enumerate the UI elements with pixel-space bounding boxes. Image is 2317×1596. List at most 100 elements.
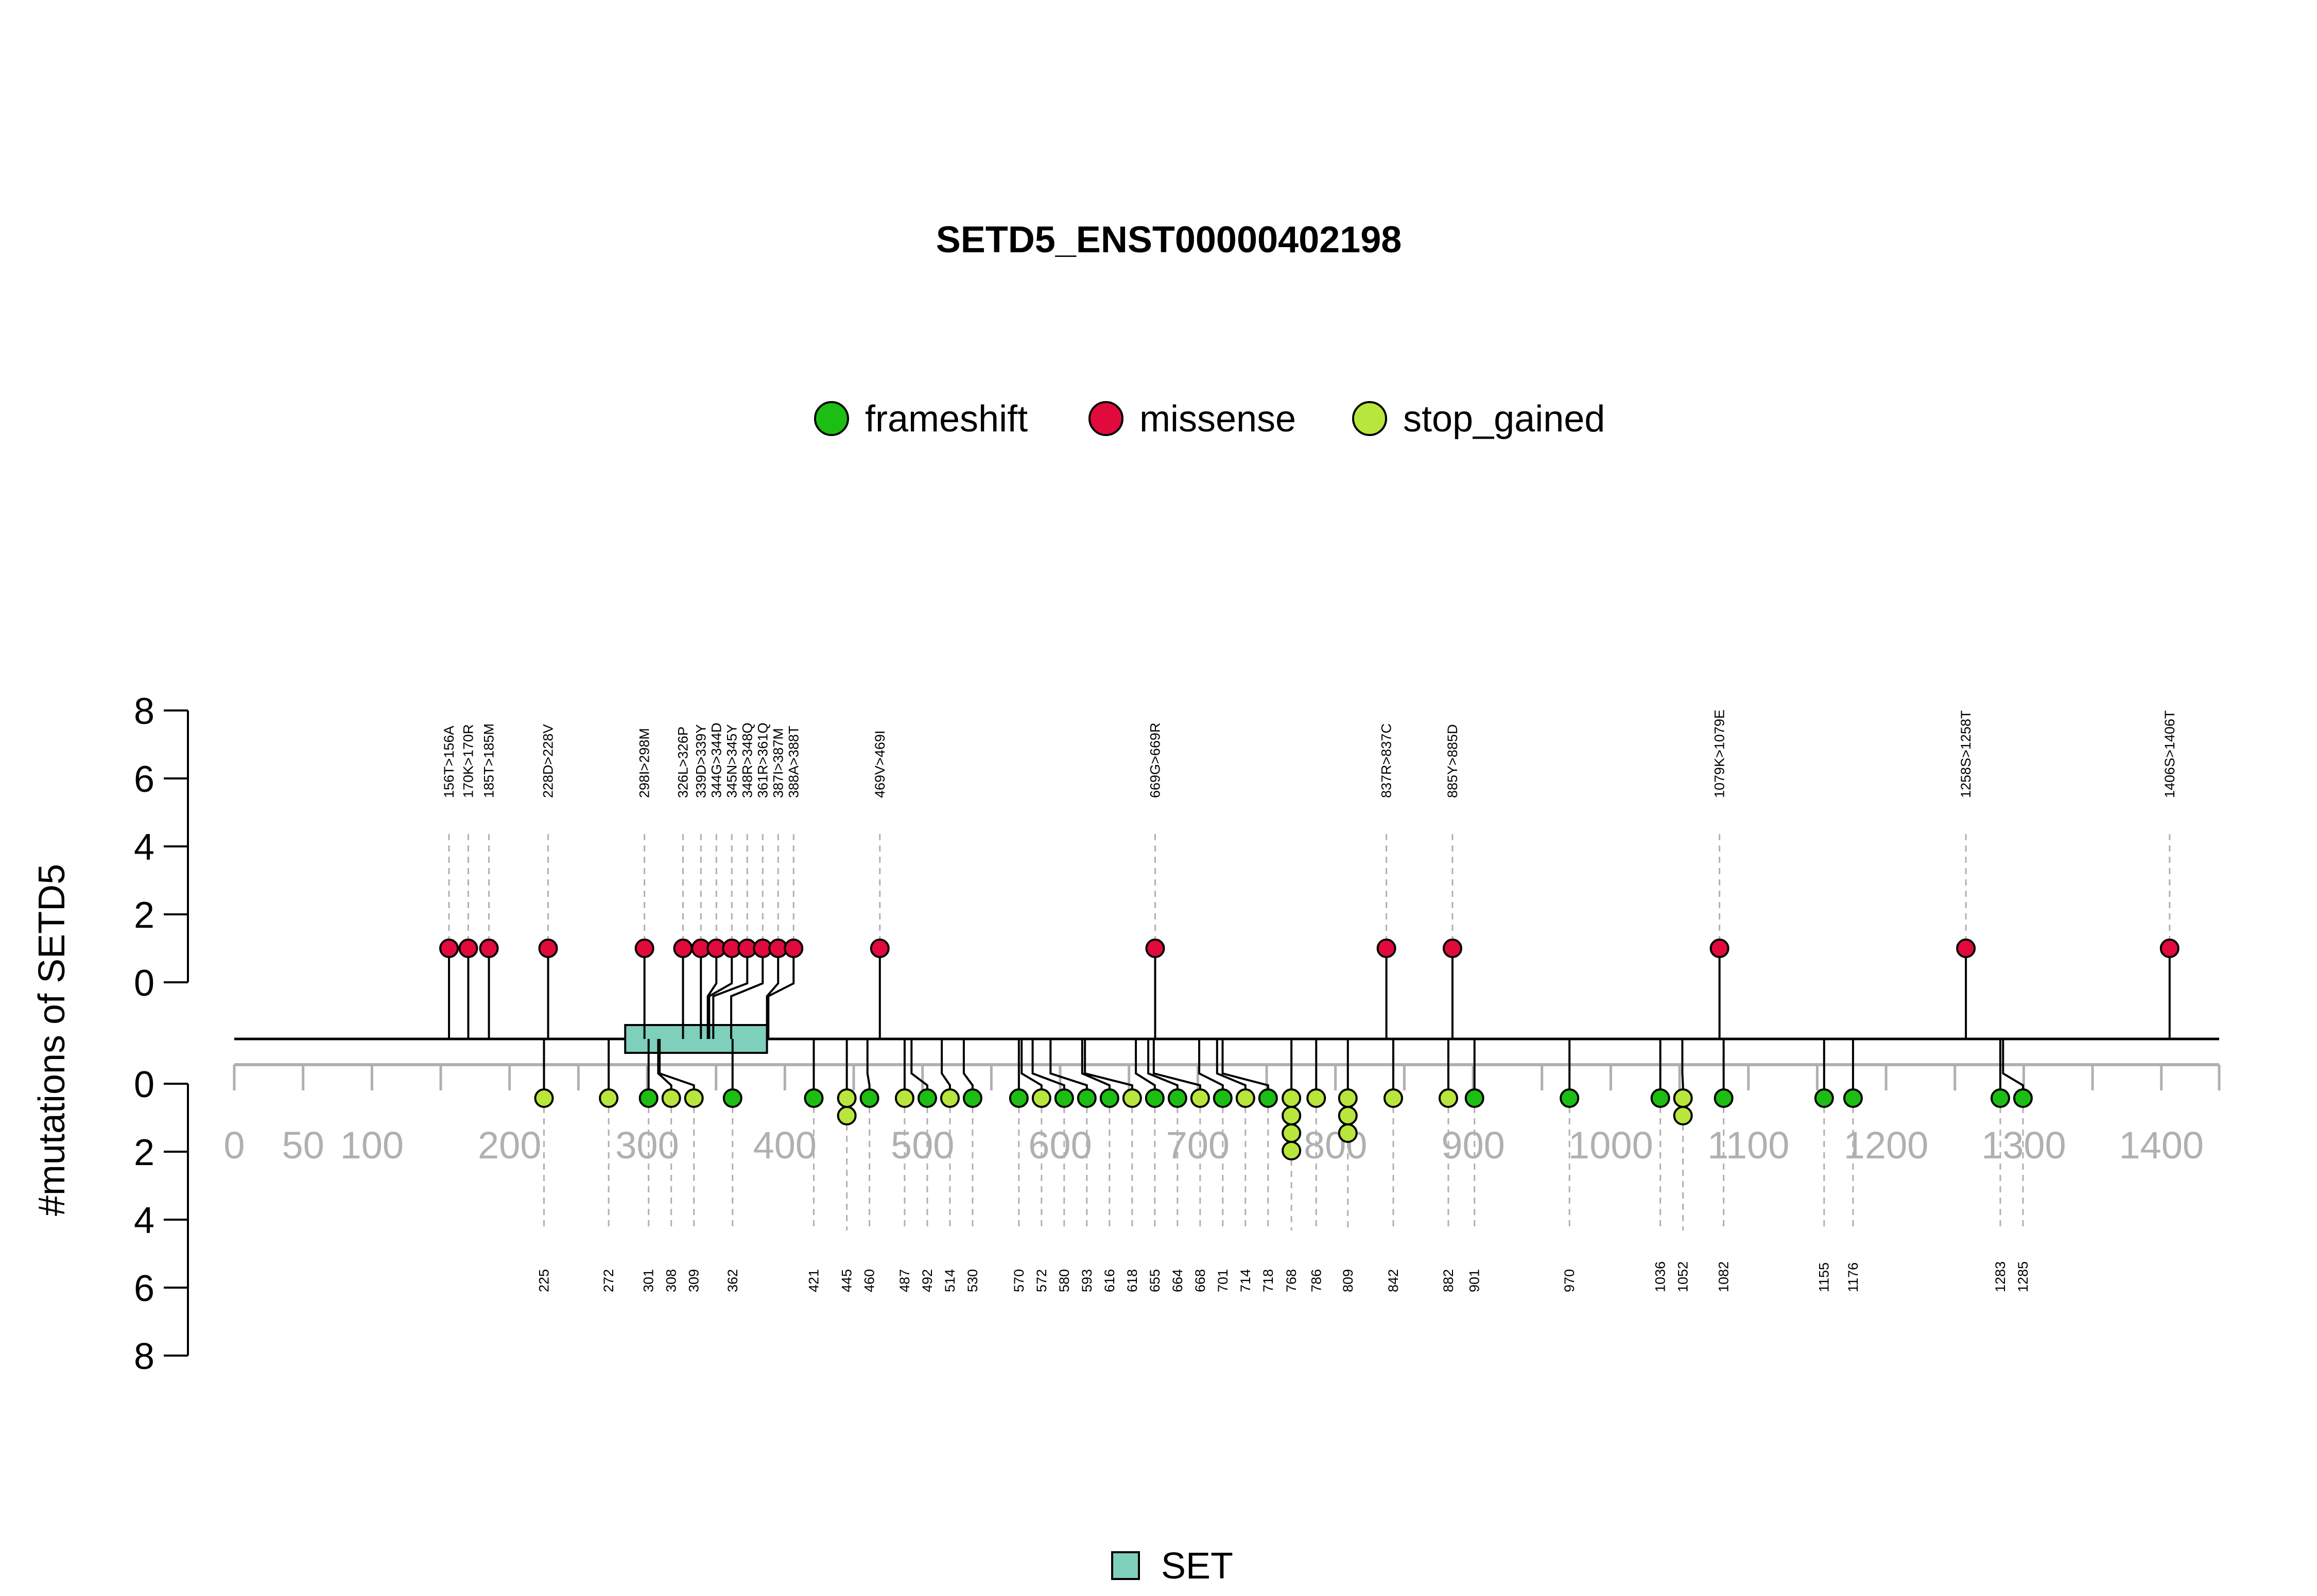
position-label-970: 970 [1562,1269,1577,1292]
mutation-point-514 [940,1088,960,1108]
mutation-point-156 [439,939,459,958]
mutation-point-492 [917,1088,937,1108]
y-tick-label: 4 [134,1200,154,1241]
mutation-label-387: 387I>387M [770,728,786,798]
mutation-point-170 [458,939,478,958]
mutation-point-570 [1009,1088,1029,1108]
domain-legend-swatch [1111,1551,1140,1580]
x-tick-label: 0 [223,1124,245,1167]
mutation-point-593 [1077,1088,1097,1108]
y-tick-label: 2 [134,895,154,936]
mutation-point-460 [859,1088,879,1108]
mutation-label-1258: 1258S>1258T [1958,710,1974,798]
position-label-1285: 1285 [2015,1261,2031,1292]
mutation-label-1079: 1079K>1079E [1712,709,1727,798]
mutation-point-1036 [1650,1088,1670,1108]
position-label-1082: 1082 [1716,1261,1732,1292]
y-tick-label: 6 [134,759,154,800]
x-tick-label: 700 [1166,1124,1230,1167]
x-tick-label: 1400 [2119,1124,2204,1167]
mutation-point-1052 [1673,1088,1693,1108]
position-label-487: 487 [897,1269,912,1292]
mutation-label-345: 345N>345Y [724,724,739,798]
mutation-label-156: 156T>156A [441,726,457,798]
x-tick-label: 50 [282,1124,324,1167]
mutation-point-809 [1338,1123,1358,1143]
mutation-point-768 [1282,1088,1302,1108]
chart-title: SETD5_ENST00000402198 [936,219,1402,261]
guide-lines [448,834,2171,1230]
mutation-label-469: 469V>469I [872,731,888,798]
mutation-point-809 [1338,1106,1358,1125]
mutation-label-344: 344G>344D [708,723,724,798]
y-axis-upper: 0 2 4 6 8 [134,691,189,1004]
position-label-308: 308 [664,1269,679,1292]
position-label-842: 842 [1386,1269,1401,1292]
mutation-point-837 [1376,939,1396,958]
y-tick-label: 6 [134,1268,154,1309]
legend-swatch-frameshift [814,401,849,436]
position-label-445: 445 [839,1269,855,1292]
mutation-point-326 [673,939,693,958]
position-label-593: 593 [1079,1269,1095,1292]
mutation-point-768 [1282,1123,1302,1143]
upper-stem [730,948,764,1039]
position-label-1283: 1283 [1993,1261,2008,1292]
position-label-668: 668 [1192,1269,1208,1292]
position-label-301: 301 [641,1269,656,1292]
x-axis: 0 50 100 200 300 400 500 600 700 800 900 1000 1100 12… [223,1063,2221,1167]
upper-stem [766,948,780,1039]
mutation-point-228 [538,939,558,958]
y-tick-label: 0 [134,963,154,1004]
position-label-272: 272 [601,1269,616,1292]
domain-legend-label: SET [1161,1546,1233,1587]
legend-swatch-missense [1088,401,1123,436]
mutation-label-228: 228D>228V [541,724,556,798]
mutation-point-362 [722,1088,742,1108]
mutation-label-339: 339D>339Y [693,724,708,798]
mutation-point-668 [1190,1088,1210,1108]
position-label-460: 460 [862,1269,877,1292]
mutation-point-487 [894,1088,914,1108]
mutation-label-669: 669G>669R [1147,723,1163,798]
x-tick-label: 1000 [1568,1124,1653,1167]
position-label-362: 362 [725,1269,740,1292]
mutation-point-885 [1442,939,1462,958]
mutation-point-882 [1438,1088,1458,1108]
y-tick-label: 0 [134,1064,154,1105]
x-tick-label: 1100 [1707,1124,1789,1167]
mutation-point-616 [1099,1088,1119,1108]
mutation-label-837: 837R>837C [1379,723,1394,798]
mutation-point-388 [784,939,804,958]
y-tick-label: 2 [134,1132,154,1173]
position-label-492: 492 [920,1269,935,1292]
mutation-label-885: 885Y>885D [1445,724,1460,798]
mutation-label-298: 298I>298M [637,728,652,798]
x-tick-label: 200 [478,1124,541,1167]
position-label-786: 786 [1308,1269,1324,1292]
legend-swatch-stop_gained [1352,401,1387,436]
x-tick-label: 600 [1028,1124,1092,1167]
upper-stem [706,948,718,1039]
mutation-point-298 [634,939,654,958]
position-label-901: 901 [1467,1269,1482,1292]
legend-label-missense: missense [1139,398,1296,440]
position-label-655: 655 [1147,1269,1163,1292]
mutation-label-388: 388A>388T [786,726,801,798]
mutation-point-1258 [1956,939,1976,958]
lollipop-points [439,939,2180,1160]
x-tick-label: 1300 [1981,1124,2066,1167]
x-tick-label: 400 [753,1124,817,1167]
position-label-718: 718 [1260,1269,1276,1292]
mutation-point-308 [661,1088,681,1108]
mutation-point-272 [599,1088,619,1108]
mutation-label-348: 348R>348Q [739,723,755,798]
legend: frameshift missense stop_gained [814,398,1605,440]
position-label-580: 580 [1057,1269,1072,1292]
mutation-point-1285 [2013,1088,2033,1108]
position-label-616: 616 [1102,1269,1117,1292]
position-label-1176: 1176 [1845,1262,1861,1292]
mutation-point-469 [870,939,890,958]
mutation-point-225 [534,1088,554,1108]
domains [624,1024,768,1054]
